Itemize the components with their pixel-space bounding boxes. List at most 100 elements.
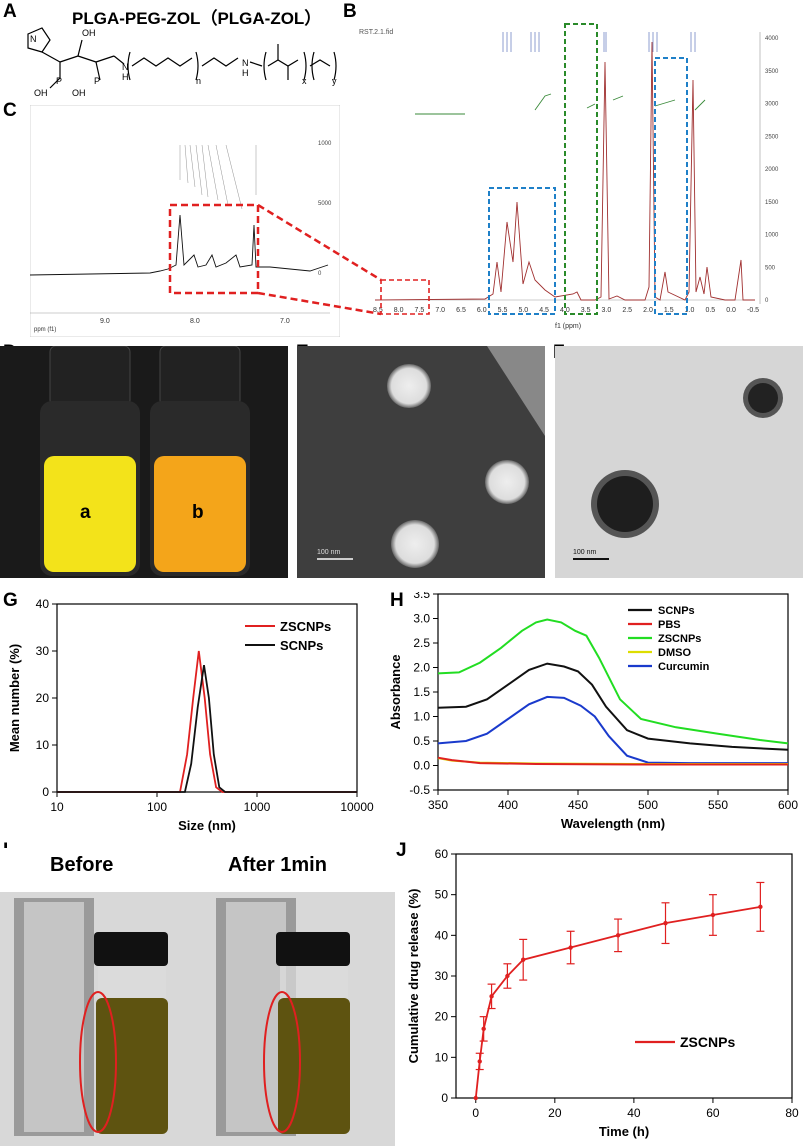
x-tick-label: 100 [147,800,167,814]
b-x-tick: 5.5 [498,307,508,314]
y-tick-label: -0.5 [409,783,430,797]
b-x-tick: 7.5 [415,307,425,314]
series-line-pbs [437,756,788,766]
x-tick-label: 20 [548,1106,562,1120]
x-axis-label: Wavelength (nm) [561,816,665,831]
series-line-curcumin [437,695,788,765]
chemical-structure: N OH P P OH OH N H n N H x y [27,27,337,98]
b-y-tick: 0 [765,298,769,304]
y-tick-label: 30 [435,969,449,983]
subscript-y: y [332,76,337,86]
chart-h: 350 400 450 500 550 600 3.5 3.0 2.5 2.0 1.5 1.0 0.5 0… [388,592,798,831]
y-tick-label: 20 [435,1010,449,1024]
b-y-tick: 500 [765,265,776,271]
panel-label-c: C [3,100,17,121]
svg-text:N: N [30,34,37,44]
nmr-spectrum-c: 9.0 8.0 7.0 1000 5000 0 ppm (f1) [30,105,340,337]
x-tick-label: 350 [428,798,448,812]
b-x-tick: 2.5 [622,307,632,314]
nmr-axis-label: f1 (ppm) [555,323,581,330]
series-line-scnps [57,664,357,793]
y-tick-label: 30 [36,644,50,658]
b-x-tick: 6.0 [477,307,487,314]
x-tick-label: 600 [778,798,798,812]
c-y-tick: 1000 [318,141,332,147]
b-y-tick: 4000 [765,36,779,42]
svg-text:P: P [56,76,62,86]
y-tick-label: 40 [435,928,449,942]
y-tick-label: 0.0 [413,759,430,773]
b-x-tick: 7.0 [435,307,445,314]
y-tick-label: 0 [42,785,49,799]
nmr-spectrum-b: RST.2.1.fid 4000 3500 3000 2500 2000 1500 1000… [355,22,800,332]
svg-text:N: N [242,58,249,68]
b-y-tick: 2500 [765,134,779,140]
y-tick-label: 40 [36,597,50,611]
b-x-tick: 0.0 [726,307,736,314]
x-tick-label: 500 [638,798,658,812]
b-y-tick: 1500 [765,200,779,206]
y-tick-label: 3.0 [413,612,430,626]
panel-a-title: PLGA-PEG-ZOL（PLGA-ZOL） [72,9,322,28]
series-line-zscnps [57,650,357,793]
x-tick-label: 1000 [244,800,271,814]
y-tick-label: 0.5 [413,734,430,748]
y-tick-label: 60 [435,847,449,861]
data-point [710,912,716,918]
x-tick-label: 80 [785,1106,799,1120]
y-tick-label: 10 [435,1050,449,1064]
legend-label: SCNPs [280,638,323,653]
series-line-scnps [437,662,789,751]
data-point [521,957,526,962]
legend-label: ZSCNPs [680,1034,735,1050]
x-tick-label: 550 [708,798,728,812]
b-x-tick: 4.5 [539,307,549,314]
legend-label: ZSCNPs [658,633,701,645]
panel-label-b: B [343,1,357,22]
data-point [481,1026,486,1032]
data-point [663,920,668,926]
b-y-tick: 3500 [765,69,779,75]
h-label-2: H [242,68,249,78]
c-y-tick: 0 [318,271,322,277]
y-tick-label: 2.0 [413,661,430,675]
x-tick-label: 10000 [340,800,374,814]
x-tick-label: 0 [472,1106,479,1120]
y-tick-label: 2.5 [413,636,430,650]
data-point [489,994,494,999]
b-x-tick: 8.5 [373,307,383,314]
b-x-tick: 2.0 [643,307,653,314]
chart-j: 0 20 40 60 80 0 10 20 30 40 50 60 Time (h) Cumulative… [406,847,799,1139]
x-tick-label: 60 [706,1106,720,1120]
vials-photo-d: a b [0,346,288,578]
legend-label: Curcumin [658,661,710,673]
data-point [473,1095,478,1101]
magnet-photo-i: Before After 1min [0,848,395,1146]
data-point [758,904,763,910]
x-tick-label: 10 [50,800,64,814]
svg-text:N: N [122,62,129,72]
y-tick-label: 1.5 [413,685,430,699]
x-tick-label: 40 [627,1106,641,1120]
b-x-tick: 8.0 [394,307,404,314]
b-x-tick: -0.5 [747,307,759,314]
data-point [568,945,573,950]
c-y-tick: 5000 [318,201,332,207]
x-tick-label: 400 [498,798,518,812]
y-axis-label: Mean number (%) [7,644,22,752]
plot-frame [437,593,789,791]
c-axis-label: ppm (f1) [34,327,56,333]
y-axis-label: Absorbance [388,654,403,729]
nmr-header: RST.2.1.fid [359,29,393,36]
oh-label-2: OH [34,88,48,98]
legend-label: DMSO [658,647,691,659]
b-y-tick: 1000 [765,233,779,239]
x-axis-label: Size (nm) [178,818,236,833]
b-x-tick: 3.5 [581,307,591,314]
series-line-zscnps [437,618,789,745]
tem-image-e: 100 nm [297,346,545,578]
b-x-tick: 3.0 [602,307,612,314]
c-x-tick: 7.0 [280,318,290,325]
panel-label-j: J [396,840,407,861]
